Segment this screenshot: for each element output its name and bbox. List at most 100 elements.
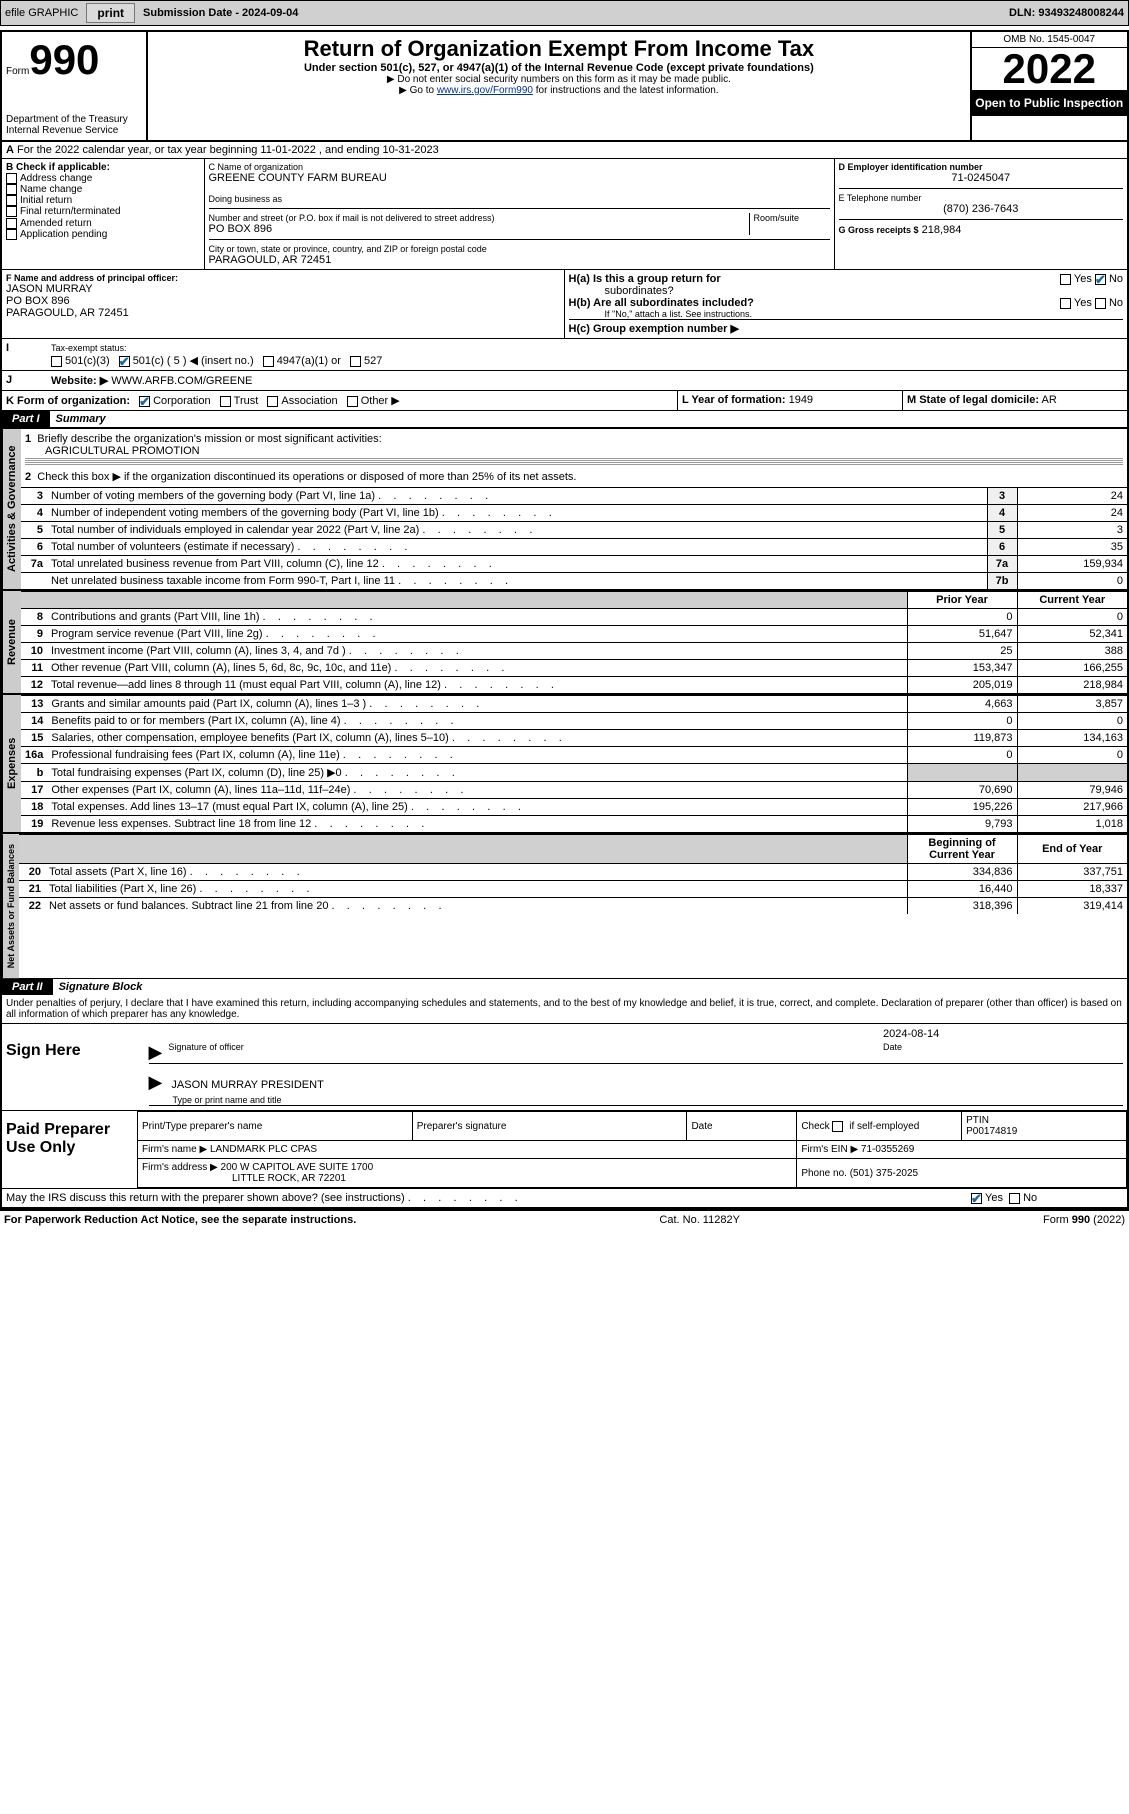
chk-name-change[interactable]	[6, 184, 17, 195]
chk-hb-no[interactable]	[1095, 298, 1106, 309]
exp-table: 13Grants and similar amounts paid (Part …	[21, 695, 1127, 832]
lbl-name-change: Name change	[20, 184, 82, 195]
addr-label: Number and street (or P.O. box if mail i…	[209, 213, 745, 223]
ha-sub: subordinates?	[605, 285, 1124, 297]
table-row: 10Investment income (Part VIII, column (…	[21, 643, 1127, 660]
line1-label: Briefly describe the organization's miss…	[37, 433, 381, 445]
chk-corp[interactable]	[139, 396, 150, 407]
print-button[interactable]: print	[86, 3, 135, 23]
m-val: AR	[1041, 394, 1056, 406]
pra-notice: For Paperwork Reduction Act Notice, see …	[4, 1214, 356, 1226]
discuss-row: May the IRS discuss this return with the…	[2, 1188, 1127, 1207]
lbl-no: No	[1109, 273, 1123, 285]
part1-header-row: Part I Summary	[2, 410, 1127, 427]
chk-app-pending[interactable]	[6, 229, 17, 240]
k-label: K Form of organization:	[6, 395, 130, 407]
lbl-amended: Amended return	[20, 218, 92, 229]
table-row: 17Other expenses (Part IX, column (A), l…	[21, 782, 1127, 799]
chk-ha-yes[interactable]	[1060, 274, 1071, 285]
part1-netassets: Net Assets or Fund Balances Beginning of…	[2, 832, 1127, 978]
chk-final-return[interactable]	[6, 206, 17, 217]
form-footer: Form 990 (2022)	[1043, 1214, 1125, 1226]
header-right: OMB No. 1545-0047 2022 Open to Public In…	[970, 32, 1128, 140]
table-row: 5Total number of individuals employed in…	[21, 522, 1127, 539]
prep-date-hdr: Date	[687, 1112, 797, 1141]
signature-arrow-icon: ▶	[149, 1042, 163, 1063]
discuss-no: No	[1023, 1192, 1037, 1204]
discuss-yes: Yes	[985, 1192, 1003, 1204]
table-row: 18Total expenses. Add lines 13–17 (must …	[21, 799, 1127, 816]
lbl-corp: Corporation	[153, 395, 210, 407]
table-row: 7aTotal unrelated business revenue from …	[21, 556, 1127, 573]
chk-self-employed[interactable]	[832, 1121, 843, 1132]
table-row: 9Program service revenue (Part VIII, lin…	[21, 626, 1127, 643]
org-city: PARAGOULD, AR 72451	[209, 254, 830, 266]
firm-name-label: Firm's name ▶	[142, 1144, 207, 1155]
label-j: J	[6, 374, 12, 386]
lbl-4947: 4947(a)(1) or	[277, 355, 341, 367]
tab-revenue: Revenue	[2, 591, 21, 693]
paid-preparer-label: Paid Preparer Use Only	[2, 1111, 137, 1188]
chk-address-change[interactable]	[6, 173, 17, 184]
ha-label: H(a) Is this a group return for	[569, 273, 721, 285]
table-row: 15Salaries, other compensation, employee…	[21, 730, 1127, 747]
table-row: 12Total revenue—add lines 8 through 11 (…	[21, 677, 1127, 694]
note-link-row: ▶ Go to www.irs.gov/Form990 for instruct…	[156, 85, 961, 96]
table-row: 20Total assets (Part X, line 16)334,8363…	[19, 864, 1127, 881]
prep-sig-hdr: Preparer's signature	[412, 1112, 687, 1141]
prep-name-hdr: Print/Type preparer's name	[138, 1112, 413, 1141]
sign-here-block: Sign Here 2024-08-14 ▶ Signature of offi…	[2, 1023, 1127, 1110]
chk-ha-no[interactable]	[1095, 274, 1106, 285]
part1-expenses: Expenses 13Grants and similar amounts pa…	[2, 693, 1127, 832]
row-i-tax-status: I Tax-exempt status: 501(c)(3) 501(c) ( …	[2, 338, 1127, 370]
tax-year-range: For the 2022 calendar year, or tax year …	[17, 144, 439, 156]
l-val: 1949	[789, 394, 813, 406]
chk-trust[interactable]	[220, 396, 231, 407]
table-row: 4Number of independent voting members of…	[21, 505, 1127, 522]
preparer-table: Print/Type preparer's name Preparer's si…	[137, 1111, 1127, 1188]
chk-initial-return[interactable]	[6, 195, 17, 206]
firm-name: LANDMARK PLC CPAS	[210, 1144, 317, 1155]
part1-title: Summary	[50, 411, 112, 427]
table-row: 6Total number of volunteers (estimate if…	[21, 539, 1127, 556]
officer-name: JASON MURRAY	[6, 283, 560, 295]
efile-graphic-label: efile GRAPHIC	[5, 7, 78, 19]
table-row: bTotal fundraising expenses (Part IX, co…	[21, 764, 1127, 782]
officer-addr2: PARAGOULD, AR 72451	[6, 307, 560, 319]
chk-assoc[interactable]	[267, 396, 278, 407]
chk-discuss-no[interactable]	[1009, 1193, 1020, 1204]
col-d-right: D Employer identification number 71-0245…	[835, 159, 1128, 269]
hc-label: H(c) Group exemption number ▶	[569, 323, 739, 335]
row-klm: K Form of organization: Corporation Trus…	[2, 390, 1127, 410]
table-row: 22Net assets or fund balances. Subtract …	[19, 898, 1127, 915]
chk-amended[interactable]	[6, 218, 17, 229]
m-label: M State of legal domicile:	[907, 394, 1039, 406]
phone-label: E Telephone number	[839, 193, 1124, 203]
chk-hb-yes[interactable]	[1060, 298, 1071, 309]
chk-501c-other[interactable]	[119, 356, 130, 367]
sign-here-label: Sign Here	[2, 1024, 115, 1110]
label-i: I	[6, 342, 9, 354]
net-table: Beginning of Current YearEnd of Year 20T…	[19, 834, 1127, 914]
chk-other[interactable]	[347, 396, 358, 407]
lbl-501c-other: 501(c) ( 5 ) ◀ (insert no.)	[133, 355, 254, 367]
tax-year: 2022	[972, 48, 1128, 90]
tab-netassets: Net Assets or Fund Balances	[2, 834, 19, 978]
chk-4947[interactable]	[263, 356, 274, 367]
part1-governance: Activities & Governance 1 Briefly descri…	[2, 427, 1127, 589]
chk-501c3[interactable]	[51, 356, 62, 367]
lbl-address-change: Address change	[20, 173, 92, 184]
phone-value: (870) 236-7643	[839, 203, 1124, 215]
gross-label: G Gross receipts $	[839, 225, 919, 235]
prep-check-label: Check	[801, 1121, 829, 1132]
chk-discuss-yes[interactable]	[971, 1193, 982, 1204]
discuss-label: May the IRS discuss this return with the…	[6, 1192, 405, 1204]
gov-table: 3Number of voting members of the governi…	[21, 487, 1127, 589]
hdr-prior: Prior Year	[936, 594, 988, 606]
irs-link[interactable]: www.irs.gov/Form990	[437, 85, 533, 96]
lbl-yes: Yes	[1074, 273, 1092, 285]
rev-table: Prior YearCurrent Year 8Contributions an…	[21, 591, 1127, 693]
l-label: L Year of formation:	[682, 394, 786, 406]
note2-post: for instructions and the latest informat…	[533, 85, 719, 96]
chk-527[interactable]	[350, 356, 361, 367]
